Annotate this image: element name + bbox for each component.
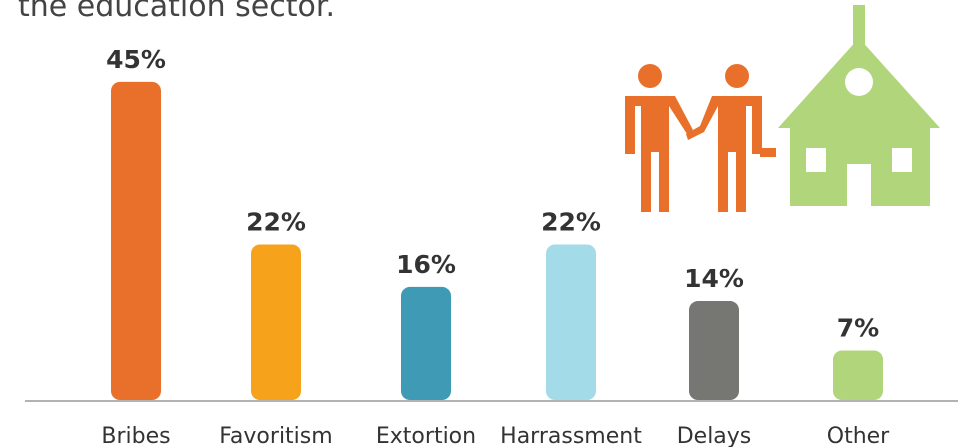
bar xyxy=(251,244,301,400)
x-tick-label: Bribes xyxy=(101,424,170,447)
value-label: 7% xyxy=(837,314,879,343)
value-label: 22% xyxy=(246,207,306,236)
x-tick-label: Harrassment xyxy=(500,424,642,447)
x-tick-label: Other xyxy=(827,424,890,447)
bar xyxy=(689,301,739,400)
school-icon xyxy=(778,5,940,206)
x-tick-label: Extortion xyxy=(376,424,476,447)
value-label: 45% xyxy=(106,45,166,74)
bar xyxy=(401,286,451,400)
value-label: 14% xyxy=(684,264,744,293)
bar xyxy=(546,244,596,400)
value-label: 22% xyxy=(541,207,601,236)
x-tick-label: Favoritism xyxy=(219,424,332,447)
bar xyxy=(833,350,883,400)
value-label: 16% xyxy=(396,250,456,279)
chart-title: the education sector. xyxy=(18,0,335,24)
bar xyxy=(111,81,161,400)
x-tick-label: Delays xyxy=(677,424,752,447)
people-icon xyxy=(625,64,776,212)
